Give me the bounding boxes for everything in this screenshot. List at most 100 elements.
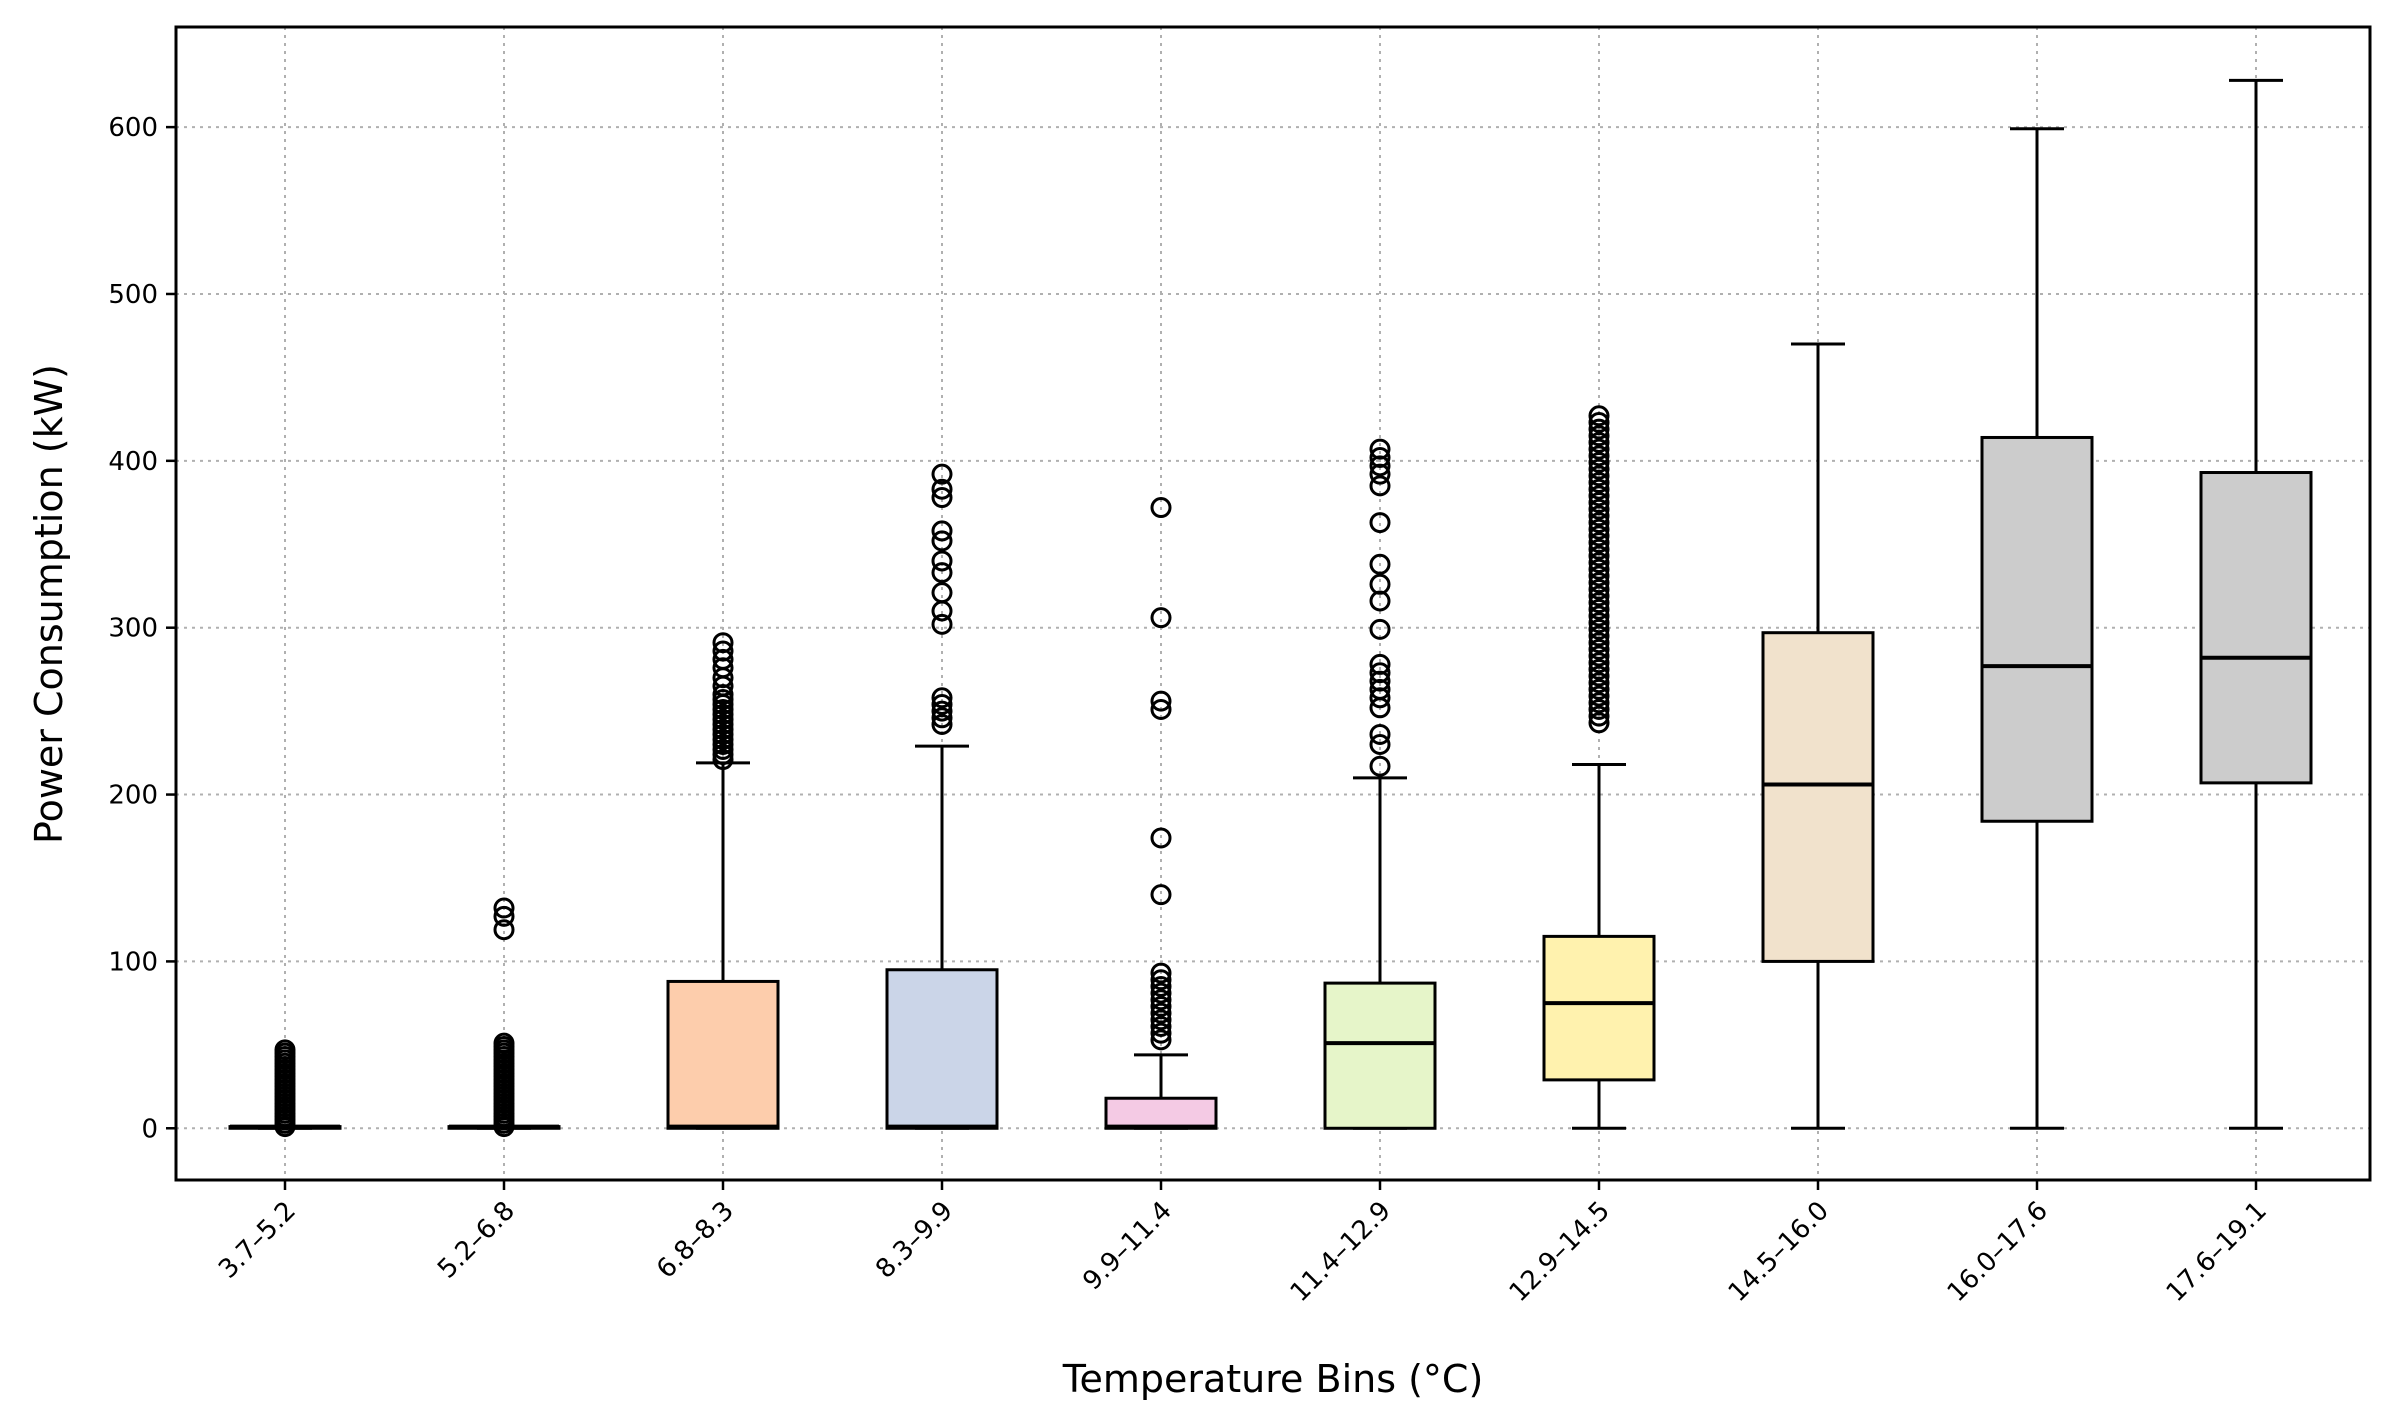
outlier-point (1588, 525, 1610, 547)
outlier-point (1369, 662, 1391, 684)
outlier-point (1588, 478, 1610, 500)
outlier-point (1150, 827, 1172, 849)
outlier-point (931, 687, 953, 709)
outlier-point (1588, 578, 1610, 600)
outlier-point (1588, 638, 1610, 660)
outlier-point (1588, 458, 1610, 480)
outlier-point (1150, 1015, 1172, 1037)
y-tick-label: 200 (108, 781, 158, 811)
outlier-point (1150, 690, 1172, 712)
outlier-point (1369, 553, 1391, 575)
outlier-point (1588, 445, 1610, 467)
outlier-point (1588, 618, 1610, 640)
iqr-box (1542, 934, 1656, 1082)
box-group (666, 632, 780, 1130)
outlier-point (1588, 538, 1610, 560)
outlier-point (1150, 698, 1172, 720)
outlier-point (931, 562, 953, 584)
outlier-point (1588, 492, 1610, 514)
outlier-point (1150, 1002, 1172, 1024)
outlier-point (1150, 982, 1172, 1004)
outlier-point (1588, 685, 1610, 707)
outlier-point (1588, 512, 1610, 534)
boxes (228, 78, 2313, 1138)
outlier-point (1369, 475, 1391, 497)
y-tick-label: 400 (108, 447, 158, 477)
outlier-point (1369, 573, 1391, 595)
outlier-point (931, 613, 953, 635)
outlier-point (1150, 1022, 1172, 1044)
outlier-point (1588, 612, 1610, 634)
iqr-box (1980, 435, 2094, 823)
outlier-point (1588, 672, 1610, 694)
outlier-point (1588, 592, 1610, 614)
box-group (1980, 127, 2094, 1130)
outlier-point (1588, 565, 1610, 587)
outlier-point (1369, 438, 1391, 460)
outlier-point (1588, 532, 1610, 554)
outlier-point (931, 550, 953, 572)
box-group (228, 1039, 342, 1138)
outlier-point (493, 919, 515, 941)
outlier-point (931, 478, 953, 500)
outlier-point (1150, 1029, 1172, 1051)
outlier-point (1150, 607, 1172, 629)
outlier-point (1150, 995, 1172, 1017)
box-group (1542, 405, 1656, 1130)
outlier-point (1588, 425, 1610, 447)
outlier-point (1369, 618, 1391, 640)
outlier-point (1588, 705, 1610, 727)
y-tick-label: 600 (108, 113, 158, 143)
plot-frame (174, 25, 2372, 1182)
outlier-point (931, 700, 953, 722)
outlier-point (1588, 698, 1610, 720)
y-axis: 0 100 200 300 400 500 600 (108, 113, 176, 1144)
outlier-point (1588, 632, 1610, 654)
outlier-point (1150, 962, 1172, 984)
outlier-point (712, 640, 734, 662)
outlier-point (931, 693, 953, 715)
outlier-point (931, 530, 953, 552)
box-group (2199, 78, 2313, 1130)
outlier-point (1588, 625, 1610, 647)
iqr-box (1761, 631, 1875, 963)
outlier-point (1588, 505, 1610, 527)
outlier-point (1588, 572, 1610, 594)
outlier-point (1369, 512, 1391, 534)
outlier-point (931, 713, 953, 735)
outlier-point (1150, 497, 1172, 519)
outlier-point (493, 1032, 515, 1054)
iqr-box (1104, 1096, 1218, 1130)
outlier-point (1588, 405, 1610, 427)
outlier-point (1588, 658, 1610, 680)
outlier-point (493, 897, 515, 919)
iqr-box (1323, 981, 1437, 1130)
outlier-point (1150, 989, 1172, 1011)
outlier-point (1588, 692, 1610, 714)
outlier-point (1588, 598, 1610, 620)
outlier-point (931, 520, 953, 542)
outlier-point (1588, 431, 1610, 453)
y-tick-label: 100 (108, 947, 158, 977)
box-group (1104, 497, 1218, 1130)
outlier-point (1588, 438, 1610, 460)
outlier-point (931, 463, 953, 485)
outlier-point (1588, 498, 1610, 520)
outlier-point (1588, 678, 1610, 700)
outlier-point (1588, 585, 1610, 607)
outlier-point (1150, 884, 1172, 906)
y-tick-label: 500 (108, 280, 158, 310)
outlier-point (1369, 653, 1391, 675)
outlier-point (1150, 975, 1172, 997)
outlier-point (1588, 418, 1610, 440)
outlier-point (712, 632, 734, 654)
outlier-point (1588, 485, 1610, 507)
outlier-point (1588, 472, 1610, 494)
iqr-box (666, 979, 780, 1130)
box-group (885, 463, 999, 1130)
outlier-point (1588, 518, 1610, 540)
outlier-point (1369, 733, 1391, 755)
outlier-point (1588, 645, 1610, 667)
outlier-point (1588, 465, 1610, 487)
